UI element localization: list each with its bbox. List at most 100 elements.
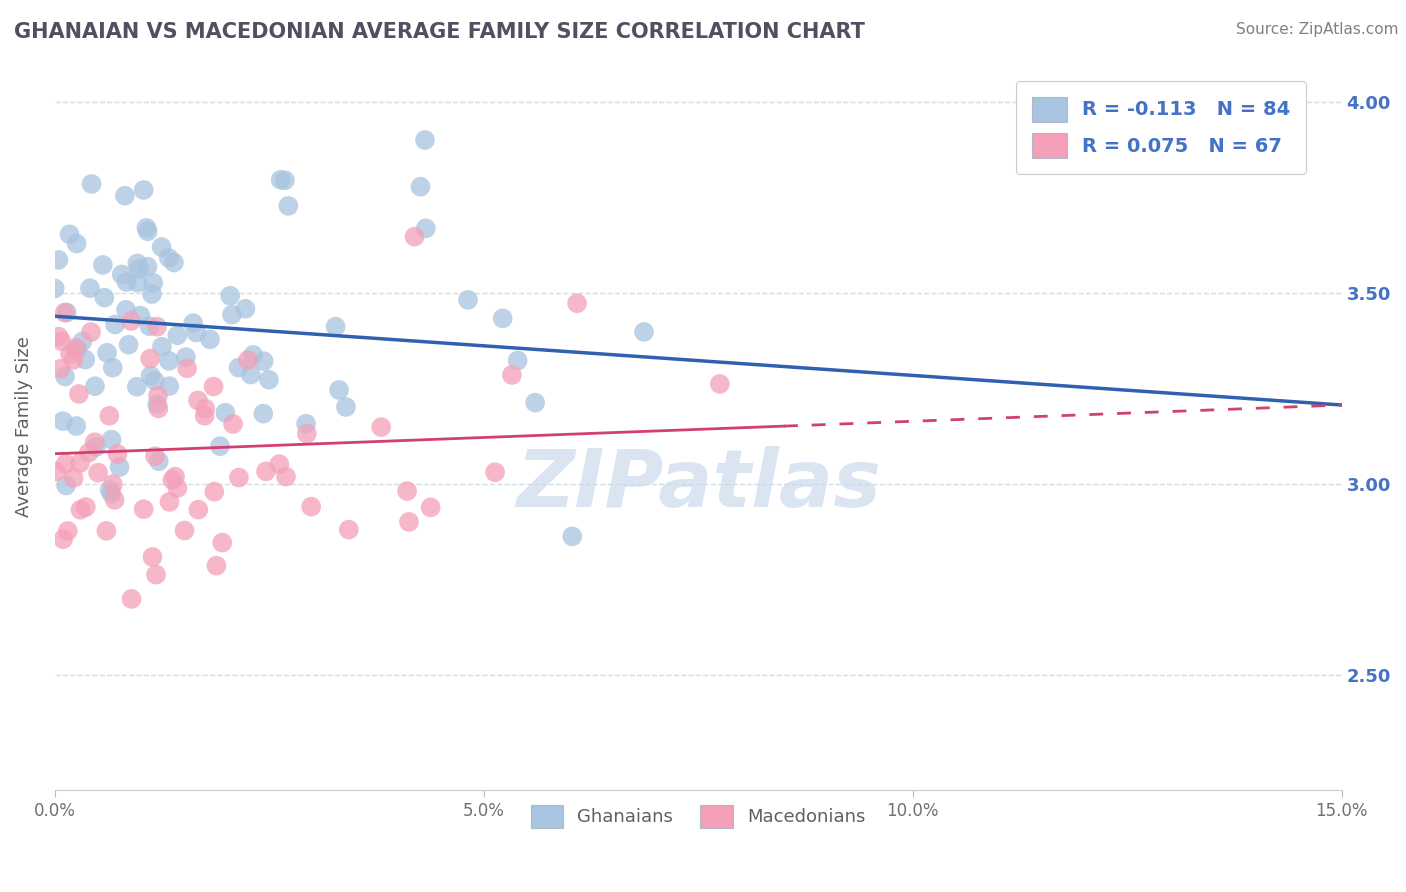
Point <box>101 360 124 375</box>
Point <box>157 354 180 368</box>
Point <box>132 183 155 197</box>
Point <box>274 173 297 187</box>
Point <box>62 471 84 485</box>
Point <box>93 291 115 305</box>
Point <box>174 350 197 364</box>
Point <box>254 464 277 478</box>
Point <box>127 256 149 270</box>
Point <box>221 308 243 322</box>
Point <box>139 368 162 383</box>
Point <box>77 445 100 459</box>
Point <box>181 316 204 330</box>
Point <box>337 523 360 537</box>
Point <box>84 379 107 393</box>
Point <box>187 502 209 516</box>
Point <box>524 395 547 409</box>
Legend: Ghanaians, Macedonians: Ghanaians, Macedonians <box>523 797 873 835</box>
Point <box>242 348 264 362</box>
Point <box>202 379 225 393</box>
Point <box>194 401 217 416</box>
Point <box>117 337 139 351</box>
Point <box>146 397 169 411</box>
Point <box>565 296 588 310</box>
Point <box>270 173 292 187</box>
Point <box>561 529 583 543</box>
Point <box>157 251 180 265</box>
Point <box>128 262 150 277</box>
Point <box>125 380 148 394</box>
Point <box>55 478 77 492</box>
Point <box>69 502 91 516</box>
Point <box>65 419 87 434</box>
Point <box>98 409 121 423</box>
Point <box>159 495 181 509</box>
Point <box>325 319 347 334</box>
Point <box>75 352 97 367</box>
Point <box>633 325 655 339</box>
Point <box>135 220 157 235</box>
Point <box>252 407 274 421</box>
Point <box>214 406 236 420</box>
Point <box>132 502 155 516</box>
Point <box>139 351 162 366</box>
Point <box>370 420 392 434</box>
Point <box>492 311 515 326</box>
Point <box>80 325 103 339</box>
Point <box>457 293 479 307</box>
Point <box>228 360 250 375</box>
Point <box>166 328 188 343</box>
Point <box>198 332 221 346</box>
Point <box>274 469 297 483</box>
Point <box>100 433 122 447</box>
Point <box>150 340 173 354</box>
Point <box>56 524 79 538</box>
Point <box>52 414 75 428</box>
Point <box>235 301 257 316</box>
Point <box>48 329 70 343</box>
Point <box>145 567 167 582</box>
Point <box>62 352 84 367</box>
Point <box>205 558 228 573</box>
Point <box>328 383 350 397</box>
Point <box>146 319 169 334</box>
Point <box>67 387 90 401</box>
Point <box>398 515 420 529</box>
Point <box>335 400 357 414</box>
Point <box>58 227 80 242</box>
Point <box>176 361 198 376</box>
Point <box>98 483 121 497</box>
Point <box>415 221 437 235</box>
Y-axis label: Average Family Size: Average Family Size <box>15 336 32 517</box>
Point <box>148 454 170 468</box>
Point <box>163 255 186 269</box>
Point <box>84 440 107 454</box>
Point <box>45 465 67 479</box>
Point <box>79 281 101 295</box>
Point <box>111 268 134 282</box>
Point <box>186 326 208 340</box>
Text: GHANAIAN VS MACEDONIAN AVERAGE FAMILY SIZE CORRELATION CHART: GHANAIAN VS MACEDONIAN AVERAGE FAMILY SI… <box>14 22 865 42</box>
Point <box>96 524 118 538</box>
Point <box>44 281 66 295</box>
Point <box>108 460 131 475</box>
Point <box>120 314 142 328</box>
Point <box>101 477 124 491</box>
Point <box>53 369 76 384</box>
Point <box>75 500 97 514</box>
Point <box>202 484 225 499</box>
Point <box>66 342 89 356</box>
Point <box>115 275 138 289</box>
Point <box>56 305 79 319</box>
Text: ZIPatlas: ZIPatlas <box>516 446 880 524</box>
Point <box>141 287 163 301</box>
Point <box>413 133 436 147</box>
Point <box>129 309 152 323</box>
Point <box>48 252 70 267</box>
Point <box>51 334 73 348</box>
Point <box>80 177 103 191</box>
Point <box>65 236 87 251</box>
Point <box>49 361 72 376</box>
Point <box>219 288 242 302</box>
Point <box>141 549 163 564</box>
Point <box>236 353 259 368</box>
